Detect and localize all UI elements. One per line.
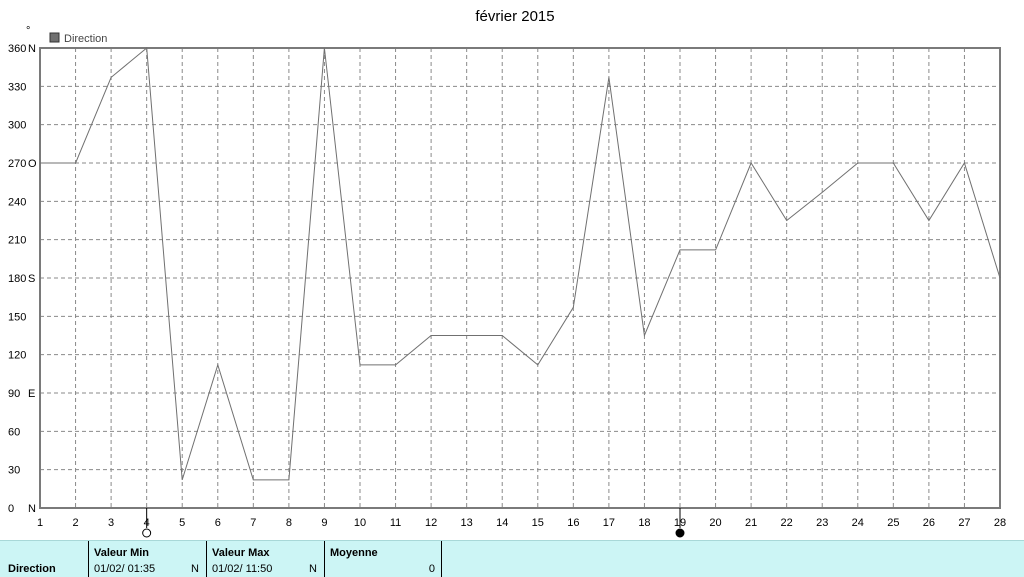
y-tick-label: 150	[8, 311, 26, 323]
y-tick-label: 0	[8, 503, 14, 515]
x-tick-label: 6	[215, 517, 221, 529]
y-tick-label: 30	[8, 465, 20, 477]
stats-max-cell: Valeur Max 01/02/ 11:50 N	[206, 541, 325, 577]
x-tick-label: 9	[321, 517, 327, 529]
y-tick-direction: O	[28, 158, 37, 170]
x-tick-label: 21	[745, 517, 757, 529]
chart-title: février 2015	[475, 8, 554, 25]
x-tick-label: 14	[496, 517, 508, 529]
x-tick-label: 12	[425, 517, 437, 529]
stats-min-cell: Valeur Min 01/02/ 01:35 N	[88, 541, 207, 577]
series-line-direction	[40, 47, 1001, 481]
stats-min-unit: N	[191, 563, 199, 575]
x-tick-label: 28	[994, 517, 1006, 529]
y-tick-label: 360	[8, 43, 26, 55]
y-tick-label: 330	[8, 81, 26, 93]
x-tick-label: 22	[781, 517, 793, 529]
x-tick-label: 7	[250, 517, 256, 529]
stats-max-unit: N	[309, 563, 317, 575]
stats-avg-header: Moyenne	[330, 547, 378, 559]
x-tick-label: 27	[958, 517, 970, 529]
stats-min-value: 01/02/ 01:35	[94, 563, 156, 575]
marker-max	[675, 528, 685, 538]
x-tick-label: 5	[179, 517, 185, 529]
stats-max-header: Valeur Max	[212, 547, 270, 559]
legend-swatch	[49, 32, 60, 43]
y-axis-unit-label: °	[26, 25, 30, 37]
x-tick-label: 17	[603, 517, 615, 529]
x-tick-label: 13	[461, 517, 473, 529]
stats-min-header: Valeur Min	[94, 547, 150, 559]
legend-label: Direction	[64, 33, 107, 45]
x-tick-label: 24	[852, 517, 864, 529]
x-tick-label: 3	[108, 517, 114, 529]
y-tick-label: 90	[8, 388, 20, 400]
stats-series-name: Direction	[8, 563, 56, 575]
x-tick-label: 26	[923, 517, 935, 529]
x-tick-label: 11	[390, 517, 401, 529]
x-tick-label: 8	[286, 517, 292, 529]
y-tick-label: 60	[8, 426, 20, 438]
y-tick-direction: E	[28, 388, 35, 400]
x-tick-label: 15	[532, 517, 544, 529]
stats-avg-cell: Moyenne 0	[324, 541, 442, 577]
x-tick-label: 2	[72, 517, 78, 529]
y-tick-direction: N	[28, 503, 36, 515]
markers	[142, 508, 685, 538]
x-axis: 1234567891011121314151617181920212223242…	[37, 517, 1006, 529]
grid	[40, 48, 1000, 508]
series-layer	[40, 47, 1001, 481]
y-tick-direction: S	[28, 273, 35, 285]
y-tick-label: 180	[8, 273, 26, 285]
x-tick-label: 16	[567, 517, 579, 529]
y-tick-label: 210	[8, 235, 26, 247]
y-tick-label: 120	[8, 350, 26, 362]
x-tick-label: 20	[709, 517, 721, 529]
x-tick-label: 10	[354, 517, 366, 529]
stats-avg-value: 0	[428, 563, 435, 575]
y-tick-label: 240	[8, 196, 26, 208]
x-tick-label: 1	[37, 517, 43, 529]
y-tick-label: 300	[8, 120, 26, 132]
x-tick-label: 18	[638, 517, 650, 529]
stats-max-value: 01/02/ 11:50	[212, 563, 273, 575]
y-tick-label: 270	[8, 158, 26, 170]
stats-panel: Direction Valeur Min 01/02/ 01:35 N Vale…	[0, 540, 1024, 577]
y-tick-direction: N	[28, 43, 36, 55]
x-tick-label: 23	[816, 517, 828, 529]
marker-min	[142, 528, 152, 538]
x-tick-label: 25	[887, 517, 899, 529]
